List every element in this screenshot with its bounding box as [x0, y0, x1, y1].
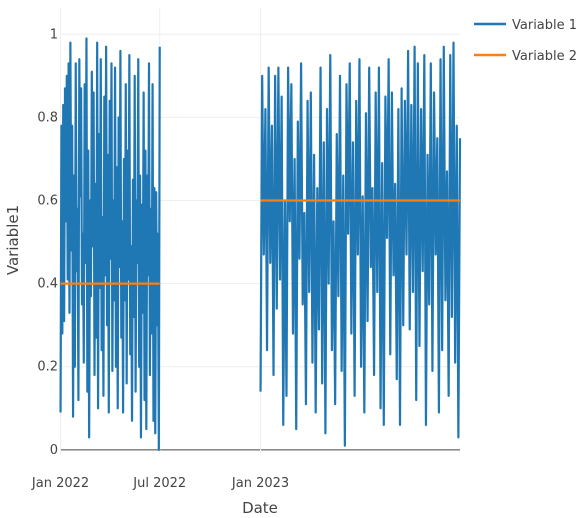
y-tick-label: 0.4 — [37, 277, 58, 292]
y-tick-label: 0.6 — [37, 194, 58, 209]
y-tick-label: 0.8 — [37, 110, 58, 125]
y-axis-title: Variable1 — [4, 205, 22, 275]
legend[interactable]: Variable 1 Variable 2 — [474, 18, 577, 64]
legend-label: Variable 1 — [512, 18, 577, 33]
y-tick-label: 0.2 — [37, 360, 58, 375]
plot-area — [59, 37, 462, 451]
series-line-1 — [259, 41, 462, 447]
legend-label: Variable 2 — [512, 49, 577, 64]
x-axis-title: Date — [242, 499, 278, 517]
x-tick-label: Jul 2022 — [132, 476, 186, 491]
x-tick-label: Jan 2022 — [31, 476, 89, 491]
y-tick-label: 0 — [50, 443, 58, 458]
legend-item-1[interactable]: Variable 1 — [474, 18, 577, 33]
axis-ticks: 0 0.2 0.4 0.6 0.8 1 Jan 2022 Jul 2022 Jan 2023 — [31, 27, 289, 491]
series-line-1 — [59, 37, 161, 451]
legend-item-2[interactable]: Variable 2 — [474, 49, 577, 64]
x-tick-label: Jan 2023 — [231, 476, 289, 491]
y-tick-label: 1 — [50, 27, 58, 42]
